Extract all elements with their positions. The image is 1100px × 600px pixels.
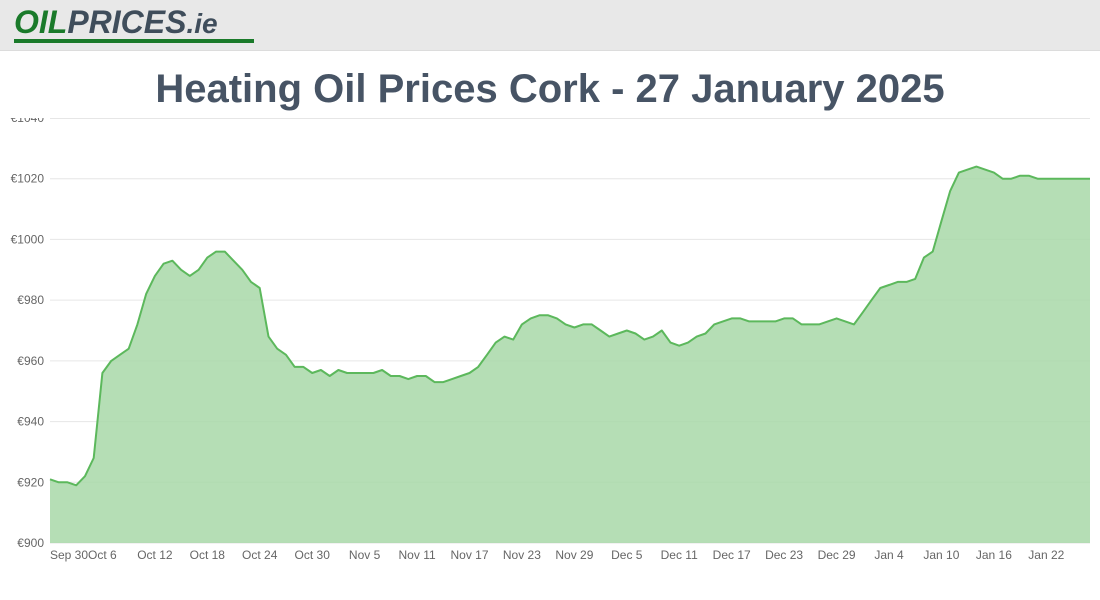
- x-tick-label: Nov 29: [555, 548, 593, 562]
- topbar: OILPRICES.ie: [0, 0, 1100, 51]
- x-tick-label: Jan 4: [874, 548, 904, 562]
- x-tick-label: Dec 11: [661, 548, 698, 562]
- x-tick-label: Dec 23: [765, 548, 803, 562]
- site-logo[interactable]: OILPRICES.ie: [14, 6, 254, 43]
- x-tick-label: Dec 5: [611, 548, 643, 562]
- y-tick-label: €940: [17, 415, 44, 429]
- y-tick-label: €960: [17, 354, 44, 368]
- x-tick-label: Oct 12: [137, 548, 173, 562]
- x-tick-label: Jan 16: [976, 548, 1012, 562]
- y-tick-label: €1000: [11, 232, 45, 246]
- x-tick-label: Dec 29: [818, 548, 856, 562]
- x-tick-label: Jan 10: [923, 548, 959, 562]
- x-tick-label: Nov 5: [349, 548, 381, 562]
- chart-area: €900 €920 €940 €960 €980 €1000 €1020 €1040 Sep 3…: [0, 118, 1100, 598]
- x-tick-label: Nov 17: [450, 548, 488, 562]
- x-tick-label: Dec 17: [713, 548, 751, 562]
- chart-title-wrap: Heating Oil Prices Cork - 27 January 202…: [0, 67, 1100, 112]
- x-tick-label: Oct 18: [190, 548, 226, 562]
- x-tick-label: Oct 24: [242, 548, 278, 562]
- y-tick-label: €920: [17, 475, 44, 489]
- price-chart: €900 €920 €940 €960 €980 €1000 €1020 €1040 Sep 3…: [0, 118, 1100, 568]
- x-tick-label: Nov 11: [399, 548, 436, 562]
- logo-part-ie: .ie: [186, 8, 217, 39]
- logo-part-prices: PRICES: [67, 4, 186, 40]
- y-tick-label: €1040: [11, 118, 45, 125]
- y-tick-label: €900: [17, 536, 44, 550]
- y-tick-label: €980: [17, 293, 44, 307]
- chart-title: Heating Oil Prices Cork - 27 January 202…: [0, 67, 1100, 112]
- x-tick-label: Nov 23: [503, 548, 541, 562]
- price-series-area: [50, 167, 1090, 543]
- y-tick-label: €1020: [11, 172, 45, 186]
- x-tick-label: Sep 30: [50, 548, 88, 562]
- x-tick-label: Oct 6: [88, 548, 117, 562]
- x-tick-label: Jan 22: [1028, 548, 1064, 562]
- x-tick-label: Oct 30: [295, 548, 331, 562]
- logo-part-oil: OIL: [14, 4, 67, 40]
